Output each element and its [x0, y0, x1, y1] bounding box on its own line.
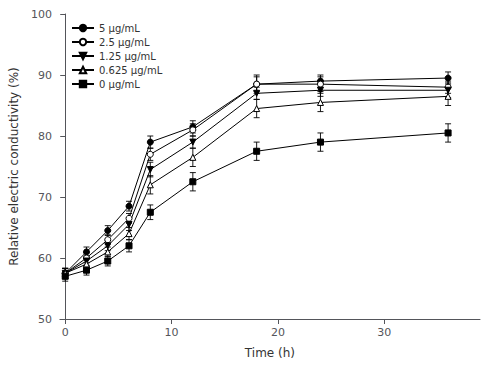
svg-text:1.25 μg/mL: 1.25 μg/mL: [99, 51, 156, 62]
svg-text:70: 70: [38, 191, 52, 204]
svg-text:10: 10: [165, 326, 179, 339]
svg-text:5 μg/mL: 5 μg/mL: [99, 23, 140, 34]
svg-text:20: 20: [271, 326, 285, 339]
svg-text:Time (h): Time (h): [244, 346, 295, 360]
svg-text:60: 60: [38, 252, 52, 265]
svg-text:0.625 μg/mL: 0.625 μg/mL: [99, 65, 163, 76]
svg-text:50: 50: [38, 313, 52, 326]
svg-text:30: 30: [377, 326, 391, 339]
svg-text:2.5 μg/mL: 2.5 μg/mL: [99, 37, 150, 48]
svg-text:80: 80: [38, 130, 52, 143]
svg-text:0 μg/mL: 0 μg/mL: [99, 79, 140, 90]
svg-text:0: 0: [62, 326, 69, 339]
svg-text:90: 90: [38, 69, 52, 82]
svg-text:Relative electric conductivity: Relative electric conductivity (%): [7, 67, 21, 266]
svg-text:100: 100: [31, 8, 52, 21]
